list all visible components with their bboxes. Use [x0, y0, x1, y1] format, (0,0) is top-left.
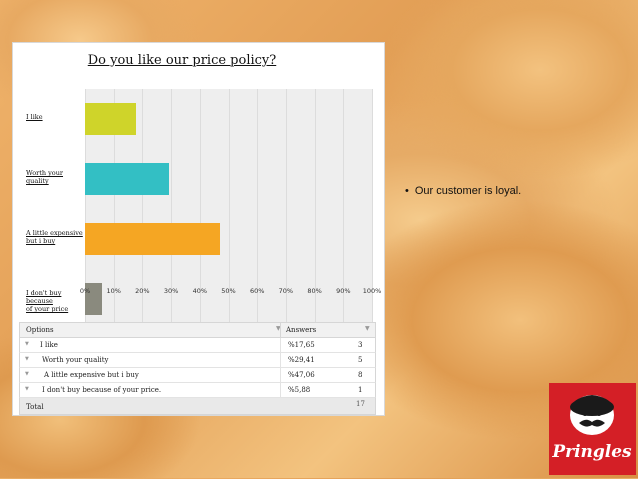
- chart-gridline: [285, 89, 287, 329]
- chart-category-label: Worth your quality: [26, 169, 88, 185]
- row-option: I don't buy because of your price.: [42, 386, 162, 394]
- options-column-header[interactable]: Options: [26, 326, 54, 334]
- total-count: 17: [356, 400, 365, 408]
- chart-gridline: [257, 89, 259, 329]
- chart-category-label-line: of your price: [26, 305, 69, 313]
- row-count: 3: [358, 341, 363, 349]
- row-percent: %5,88: [288, 386, 311, 394]
- expand-row-icon[interactable]: ▼: [25, 371, 29, 377]
- column-divider: [280, 353, 281, 367]
- chart-gridline: [199, 89, 201, 329]
- chart-x-tick-label: 80%: [307, 287, 322, 295]
- results-table: Options ▼ Answers ▼ ▼ I like %17,65 3 ▼ …: [19, 322, 376, 415]
- chart-gridline: [314, 89, 316, 329]
- chart-gridline: [85, 89, 86, 329]
- chart-x-tick-label: 60%: [249, 287, 265, 295]
- chart-category-label-line: A little expensive: [26, 229, 83, 237]
- chart-category-label: A little expensive but i buy: [26, 229, 88, 245]
- chart-x-tick-label: 90%: [336, 287, 351, 295]
- sort-options-icon[interactable]: ▼: [276, 325, 281, 332]
- chart-x-tick-label: 40%: [192, 287, 208, 295]
- chart-gridline: [343, 89, 345, 329]
- bullet-text: Our customer is loyal.: [414, 185, 522, 197]
- chart-gridline: [171, 89, 173, 329]
- chart-category-label: I don't buy because of your price: [26, 289, 88, 313]
- table-row[interactable]: ▼ I like %17,65 3: [19, 338, 376, 353]
- table-row[interactable]: ▼ A little expensive but i buy %47,06 8: [19, 368, 376, 383]
- chart-gridline: [228, 89, 230, 329]
- row-count: 5: [358, 356, 363, 364]
- chart-gridline: [113, 89, 115, 329]
- row-percent: %47,06: [288, 371, 315, 379]
- row-option: Worth your quality: [42, 356, 109, 364]
- survey-panel: Do you like our price policy? I like Wort…: [12, 42, 385, 416]
- total-label: Total: [26, 403, 44, 411]
- chart-plot-area: [85, 89, 373, 329]
- sort-answers-icon[interactable]: ▼: [365, 325, 370, 332]
- pringles-logo-mark: Pringles: [551, 395, 632, 462]
- row-option: A little expensive but i buy: [44, 371, 139, 379]
- chart-x-tick-label: 10%: [106, 287, 121, 295]
- chart-category-label-line: Worth your: [26, 169, 64, 177]
- pringles-logo: Pringles: [549, 383, 636, 475]
- column-divider: [280, 383, 281, 397]
- column-divider: [280, 338, 281, 352]
- table-row[interactable]: ▼ I don't buy because of your price. %5,…: [19, 383, 376, 398]
- chart-x-tick-label: 100%: [362, 287, 382, 295]
- chart-x-tick-label: 50%: [221, 287, 236, 295]
- row-percent: %17,65: [288, 341, 315, 349]
- expand-row-icon[interactable]: ▼: [25, 356, 29, 362]
- chart-category-label-line: I like: [26, 113, 43, 121]
- chart-x-tick-label: 0%: [79, 287, 91, 295]
- column-divider: [280, 323, 281, 337]
- table-header: Options ▼ Answers ▼: [19, 322, 376, 338]
- chart-bar[interactable]: [85, 103, 136, 135]
- chart-gridline: [372, 89, 373, 329]
- chart-title: Do you like our price policy?: [87, 53, 277, 68]
- table-row[interactable]: ▼ Worth your quality %29,41 5: [19, 353, 376, 368]
- answers-column-header[interactable]: Answers: [286, 326, 317, 334]
- pringles-wordmark: Pringles: [551, 442, 632, 462]
- chart-category-label-line: I don't buy because: [26, 289, 62, 305]
- bullet-point: • Our customer is loyal.: [405, 185, 521, 197]
- chart-category-label: I like: [26, 113, 88, 121]
- expand-row-icon[interactable]: ▼: [25, 386, 29, 392]
- row-percent: %29,41: [288, 356, 315, 364]
- chart-x-tick-label: 30%: [163, 287, 179, 295]
- chart-gridline: [142, 89, 144, 329]
- chart-category-label-line: quality: [26, 177, 49, 185]
- chart-bar[interactable]: [85, 283, 102, 315]
- chart-category-label-line: but i buy: [26, 237, 56, 245]
- expand-row-icon[interactable]: ▼: [25, 341, 29, 347]
- row-option: I like: [40, 341, 58, 349]
- chart-x-tick-label: 20%: [135, 287, 150, 295]
- chart-x-tick-label: 70%: [278, 287, 294, 295]
- chart-bar[interactable]: [85, 223, 221, 255]
- chart-bar[interactable]: [85, 163, 170, 195]
- row-count: 8: [358, 371, 363, 379]
- table-total-row: Total 17: [19, 398, 376, 415]
- column-divider: [280, 368, 281, 382]
- bullet-marker: •: [405, 185, 409, 197]
- row-count: 1: [358, 386, 363, 394]
